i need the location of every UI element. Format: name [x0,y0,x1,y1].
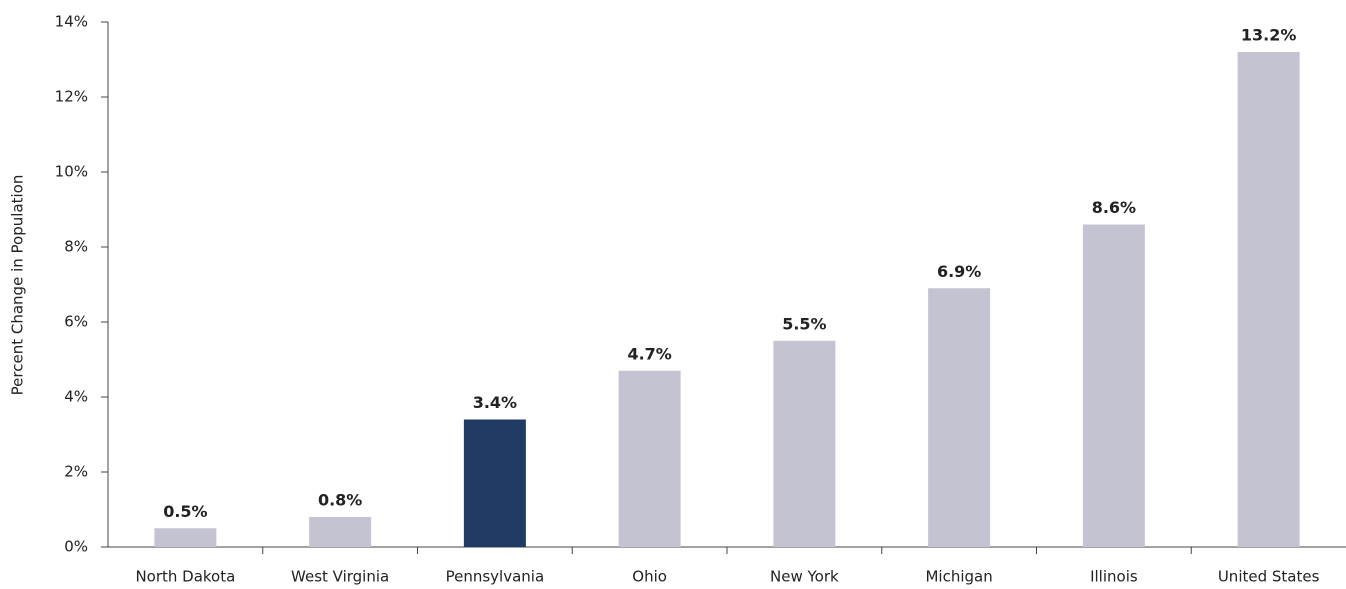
data-label: 8.6% [1092,198,1136,217]
bar [309,517,372,547]
data-label: 3.4% [473,393,517,412]
y-tick-label: 6% [64,313,88,331]
y-tick-label: 0% [64,538,88,556]
bar [773,340,836,547]
y-axis-label: Percent Change in Population [9,175,27,396]
bar [1082,224,1145,547]
y-tick-label: 8% [64,238,88,256]
data-label: 6.9% [937,262,981,281]
y-tick-label: 2% [64,463,88,481]
y-tick-label: 4% [64,388,88,406]
x-tick-label: North Dakota [135,568,235,586]
x-tick-label: West Virginia [291,568,389,586]
bar [154,528,217,547]
data-label: 0.5% [163,502,207,521]
x-tick-label: Illinois [1090,568,1138,586]
data-label: 5.5% [782,314,826,333]
x-tick-label: New York [770,568,839,586]
y-tick-label: 12% [55,88,88,106]
x-tick-label: Ohio [632,568,667,586]
x-tick-label: Michigan [925,568,992,586]
bar [463,419,526,547]
bar [1237,52,1300,547]
bar [928,288,991,547]
data-label: 0.8% [318,491,362,510]
y-tick-label: 14% [55,13,88,31]
y-tick-label: 10% [55,163,88,181]
x-tick-label: United States [1218,568,1320,586]
data-label: 13.2% [1241,26,1297,45]
data-label: 4.7% [627,344,671,363]
x-tick-label: Pennsylvania [446,568,545,586]
bar [618,370,681,547]
